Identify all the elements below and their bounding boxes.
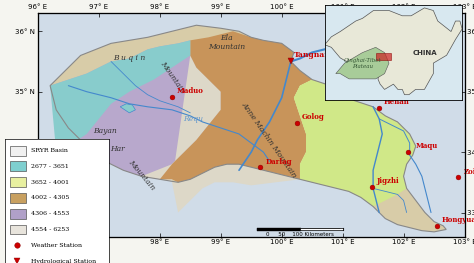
Text: Mountain: Mountain — [158, 59, 186, 94]
Text: 4002 - 4305: 4002 - 4305 — [31, 195, 69, 200]
Text: B u q i n: B u q i n — [113, 54, 146, 63]
Text: 4554 - 6253: 4554 - 6253 — [31, 227, 69, 232]
Polygon shape — [294, 80, 416, 198]
Text: Qinghai-Tibet
Plateau: Qinghai-Tibet Plateau — [344, 58, 381, 69]
Text: Tangnaihai: Tangnaihai — [294, 51, 342, 59]
Polygon shape — [50, 40, 221, 179]
Bar — [10, 177, 26, 187]
Text: Anne Machin Mountain: Anne Machin Mountain — [240, 101, 299, 179]
Bar — [10, 225, 26, 235]
Text: Requ: Requ — [183, 115, 203, 123]
Text: 3652 - 4001: 3652 - 4001 — [31, 180, 69, 185]
Text: Maduo: Maduo — [177, 87, 204, 95]
Text: Mountain: Mountain — [127, 158, 156, 192]
Polygon shape — [376, 53, 391, 60]
Text: 2677 - 3651: 2677 - 3651 — [31, 164, 69, 169]
Text: Ela
Mountain: Ela Mountain — [208, 34, 246, 51]
Bar — [10, 209, 26, 219]
Text: 4306 - 4553: 4306 - 4553 — [31, 211, 69, 216]
Text: Maqu: Maqu — [416, 143, 438, 150]
Text: Zoige: Zoige — [463, 168, 474, 176]
Polygon shape — [50, 25, 446, 232]
Bar — [10, 193, 26, 203]
Text: Henan: Henan — [384, 98, 410, 106]
Polygon shape — [336, 47, 389, 79]
Text: Hongyuan: Hongyuan — [442, 216, 474, 224]
Text: CHINA: CHINA — [412, 50, 437, 55]
Polygon shape — [50, 40, 190, 152]
Polygon shape — [294, 80, 416, 206]
Polygon shape — [120, 104, 136, 113]
Text: Weather Station: Weather Station — [31, 243, 82, 248]
Text: 0     50    100 Kilometers: 0 50 100 Kilometers — [266, 232, 334, 237]
Text: Yellow River: Yellow River — [328, 37, 367, 47]
Text: Jigzhi: Jigzhi — [377, 177, 400, 185]
Polygon shape — [142, 55, 300, 213]
Polygon shape — [325, 8, 462, 95]
Bar — [10, 146, 26, 156]
Text: Darlag: Darlag — [265, 158, 292, 166]
Text: Golog: Golog — [302, 114, 325, 122]
Text: Har: Har — [110, 145, 125, 153]
Text: Bayan: Bayan — [93, 127, 117, 135]
Text: SRYR Basin: SRYR Basin — [31, 148, 68, 153]
Polygon shape — [160, 31, 312, 182]
Bar — [10, 161, 26, 171]
Text: Hydrological Station: Hydrological Station — [31, 259, 96, 263]
